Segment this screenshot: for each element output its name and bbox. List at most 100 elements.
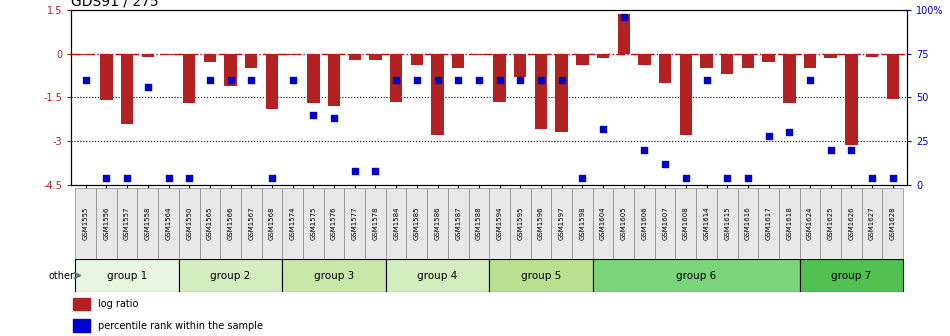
Bar	[158, 188, 179, 259]
Bar	[758, 188, 779, 259]
Bar	[307, 54, 319, 103]
Text: other: other	[48, 270, 74, 281]
Bar	[679, 54, 692, 135]
Point	[864, 175, 880, 180]
Text: GSM1557: GSM1557	[124, 207, 130, 240]
Bar	[821, 188, 841, 259]
Text: group 5: group 5	[521, 270, 561, 281]
Point	[389, 77, 404, 83]
Text: GSM1606: GSM1606	[641, 207, 648, 241]
Point	[161, 175, 176, 180]
Bar	[179, 188, 200, 259]
Text: GSM1587: GSM1587	[455, 207, 461, 241]
Text: GSM1628: GSM1628	[890, 207, 896, 241]
Bar	[865, 54, 879, 57]
Bar	[100, 54, 113, 100]
Bar	[659, 54, 672, 83]
Bar	[183, 54, 196, 103]
Bar	[862, 188, 883, 259]
Bar	[510, 188, 531, 259]
Text: GSM1564: GSM1564	[165, 207, 172, 240]
Point	[368, 168, 383, 173]
Bar	[696, 188, 717, 259]
Text: GSM1624: GSM1624	[807, 207, 813, 240]
Bar	[386, 188, 407, 259]
Bar	[200, 188, 220, 259]
Bar	[220, 188, 241, 259]
Text: group 2: group 2	[211, 270, 251, 281]
Point	[740, 175, 755, 180]
Bar	[407, 188, 428, 259]
Text: GSM1605: GSM1605	[620, 207, 627, 241]
Bar	[531, 188, 551, 259]
Bar	[75, 188, 96, 259]
Bar	[468, 188, 489, 259]
Bar	[245, 54, 257, 68]
Bar	[431, 54, 444, 135]
Bar	[634, 188, 655, 259]
Bar	[638, 54, 651, 66]
Bar	[370, 54, 382, 59]
Bar	[203, 54, 216, 62]
Point	[492, 77, 507, 83]
Bar	[266, 54, 278, 109]
Bar	[717, 188, 737, 259]
Bar	[804, 54, 816, 68]
Point	[513, 77, 528, 83]
Point	[120, 175, 135, 180]
Bar	[742, 54, 754, 68]
Point	[409, 77, 425, 83]
Bar	[576, 54, 589, 66]
Point	[844, 147, 859, 153]
Point	[471, 77, 486, 83]
Text: group 6: group 6	[676, 270, 716, 281]
Point	[678, 175, 694, 180]
Bar	[800, 259, 903, 292]
Bar	[800, 188, 821, 259]
Bar	[261, 188, 282, 259]
Bar	[779, 188, 800, 259]
Bar	[328, 54, 340, 106]
Bar	[763, 54, 775, 62]
Point	[782, 130, 797, 135]
Text: GSM1586: GSM1586	[434, 207, 441, 241]
Point	[306, 112, 321, 118]
Bar	[473, 54, 485, 55]
Bar	[825, 54, 837, 58]
Bar	[447, 188, 468, 259]
Point	[719, 175, 734, 180]
Point	[617, 14, 632, 20]
Point	[327, 116, 342, 121]
Bar	[345, 188, 365, 259]
Bar	[73, 298, 90, 310]
Bar	[551, 188, 572, 259]
Bar	[73, 320, 90, 332]
Bar	[75, 259, 179, 292]
Bar	[514, 54, 526, 77]
Bar	[493, 54, 505, 102]
Bar	[428, 188, 447, 259]
Point	[761, 133, 776, 138]
Text: GSM1616: GSM1616	[745, 207, 751, 241]
Text: GSM1576: GSM1576	[331, 207, 337, 241]
Bar	[386, 259, 489, 292]
Bar	[489, 188, 510, 259]
Text: GSM1558: GSM1558	[144, 207, 151, 240]
Bar	[349, 54, 361, 59]
Point	[78, 77, 93, 83]
Bar	[614, 188, 634, 259]
Point	[803, 77, 818, 83]
Text: GSM1585: GSM1585	[414, 207, 420, 240]
Point	[347, 168, 362, 173]
Point	[575, 175, 590, 180]
Bar	[410, 54, 423, 66]
Bar	[489, 259, 593, 292]
Text: GSM1618: GSM1618	[787, 207, 792, 241]
Bar	[452, 54, 465, 68]
Point	[181, 175, 197, 180]
Text: group 3: group 3	[314, 270, 354, 281]
Bar	[138, 188, 158, 259]
Bar	[282, 188, 303, 259]
Point	[202, 77, 218, 83]
Text: GDS91 / 275: GDS91 / 275	[71, 0, 159, 9]
